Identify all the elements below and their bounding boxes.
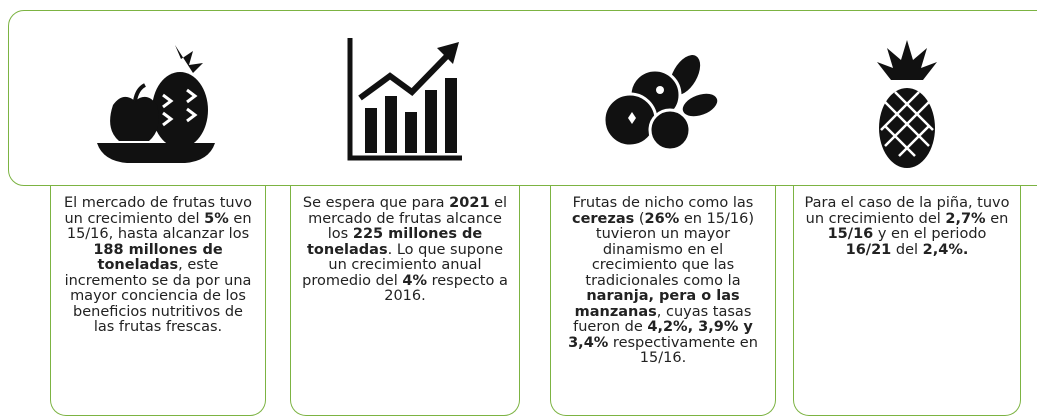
bold-text: 188 millones de toneladas: [93, 241, 223, 273]
growth-chart-icon: [347, 38, 462, 161]
bold-text: cerezas: [571, 210, 635, 227]
bold-text: 26%: [644, 210, 680, 227]
bold-text: 5%: [204, 210, 229, 227]
card-text: El mercado de frutas tuvo un crecimiento…: [61, 195, 255, 336]
bold-text: 4,2%, 3,9% y 3,4%: [568, 319, 753, 351]
icon-panel: [8, 10, 1037, 186]
text: del: [891, 241, 923, 258]
text: respectivamente en 15/16.: [608, 334, 758, 366]
text: Para el caso de la piña, tuvo un crecimi…: [804, 195, 1010, 227]
pineapple-icon: [877, 40, 937, 168]
text: . Lo que supone un crecimiento anual pro…: [302, 241, 503, 289]
berries-icon: [602, 55, 718, 150]
bold-text: 2,7%: [945, 210, 986, 227]
text: y en el periodo: [873, 226, 987, 242]
bold-text: 4%: [402, 272, 427, 289]
card-text: Frutas de nicho como las cerezas (26% en…: [561, 195, 765, 367]
info-card: Para el caso de la piña, tuvo un crecimi…: [793, 186, 1021, 416]
text: en 15/16, hasta alcanzar los: [66, 210, 252, 242]
text: Frutas de nicho como las: [572, 195, 754, 211]
info-card: El mercado de frutas tuvo un crecimiento…: [50, 186, 266, 416]
bold-text: 2021: [449, 195, 490, 211]
text: (: [634, 210, 645, 227]
bold-text: 15/16: [827, 226, 874, 242]
info-card: Se espera que para 2021 el mercado de fr…: [290, 186, 520, 416]
page: {"cards": [ {"segments": [{"text": "El m…: [8, 10, 1037, 416]
bold-text: naranja, pera o las manzanas: [574, 288, 740, 320]
text: Se espera que para: [302, 195, 450, 211]
text: , cuyas tasas fueron de: [573, 303, 752, 335]
text: en 15/16) tuvieron un mayor dinamismo en…: [585, 210, 755, 289]
card-text: Se espera que para 2021 el mercado de fr…: [301, 195, 509, 305]
card-text: Para el caso de la piña, tuvo un crecimi…: [804, 195, 1010, 258]
info-card: Frutas de nicho como las cerezas (26% en…: [550, 186, 776, 416]
text: respecto a 2016.: [384, 272, 508, 304]
text: el mercado de frutas alcance los: [308, 195, 508, 242]
bold-text: 2,4%.: [922, 241, 969, 258]
text: , este incremento se da por una mayor co…: [64, 257, 252, 335]
text: en: [985, 210, 1009, 227]
bold-text: 16/21: [845, 241, 892, 258]
text: El mercado de frutas tuvo un crecimiento…: [63, 195, 253, 227]
fruit-bowl-icon: [97, 45, 215, 163]
bold-text: 225 millones de toneladas: [307, 226, 483, 258]
